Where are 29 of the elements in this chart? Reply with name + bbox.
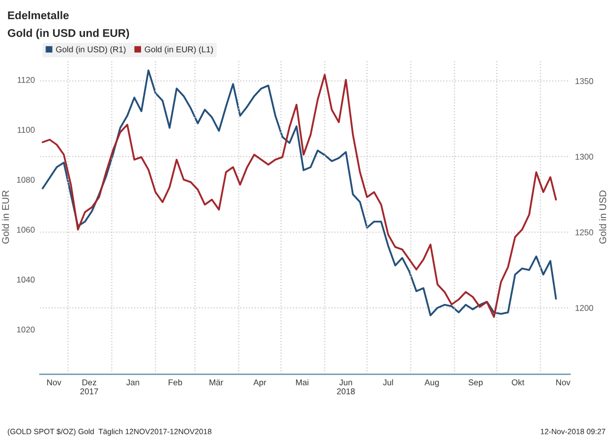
- x-tick-label: Jun 2018: [337, 380, 355, 394]
- y-tick-label: 1120: [18, 76, 35, 83]
- x-tick-label: Dez 2017: [80, 380, 98, 394]
- y2-tick-label: 1250: [576, 229, 594, 236]
- chart-subtitle: Gold (in USD und EUR): [8, 28, 130, 40]
- legend-label: Gold (in EUR) (L1): [144, 46, 213, 54]
- x-tick-label: Nov: [47, 380, 62, 386]
- y-tick-label: 1080: [17, 176, 35, 183]
- y-tick-label: 1040: [17, 276, 35, 283]
- x-tick-label: Apr: [253, 380, 266, 387]
- y-tick-label: 1060: [17, 226, 35, 233]
- x-tick-label: Mai: [296, 379, 308, 386]
- y2-tick-label: 1350: [576, 78, 594, 84]
- x-tick-label: Feb: [168, 379, 182, 386]
- legend-label: Gold (in USD) (R1): [56, 46, 126, 54]
- y-tick-label: 1100: [18, 126, 35, 133]
- y2-axis-title: Gold in USD: [599, 190, 606, 244]
- x-tick-label: Okt: [512, 379, 524, 386]
- x-tick-label: Sep: [468, 379, 483, 387]
- x-tick-label: Aug: [424, 380, 439, 387]
- y-axis-title: Gold in EUR: [2, 190, 9, 244]
- x-tick-label: Jan: [126, 380, 140, 386]
- chart-title: Edelmetalle: [8, 11, 69, 20]
- x-tick-label: Nov: [556, 380, 570, 386]
- x-tick-label: Mär: [210, 380, 224, 386]
- y2-tick-label: 1200: [576, 305, 594, 311]
- y-tick-label: 1020: [17, 326, 35, 333]
- x-tick-label: Jul: [382, 379, 393, 386]
- y2-tick-label: 1300: [576, 154, 594, 160]
